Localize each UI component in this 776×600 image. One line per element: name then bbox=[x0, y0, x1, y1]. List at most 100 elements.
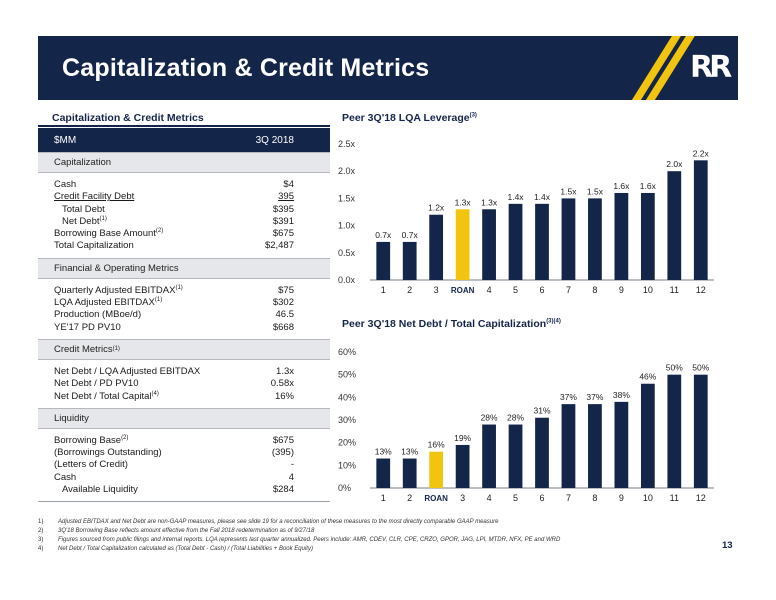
table-row: (Borrowings Outstanding) (395) bbox=[54, 447, 294, 459]
x-tick-label: ROAN bbox=[451, 286, 475, 295]
table-header: $MM 3Q 2018 bbox=[38, 128, 330, 152]
bar bbox=[640, 192, 655, 280]
header-banner: Capitalization & Credit Metrics RR bbox=[38, 36, 738, 100]
data-label: 16% bbox=[428, 440, 445, 450]
y-tick-label: 2.0x bbox=[338, 166, 356, 176]
x-tick-label: 3 bbox=[460, 493, 465, 503]
footnote: 4) Net Debt / Total Capitalization calcul… bbox=[38, 546, 313, 552]
table-title-underline bbox=[38, 125, 330, 127]
data-label: 28% bbox=[481, 413, 498, 423]
footnote: 3) Figures sourced from public filings an… bbox=[38, 537, 561, 543]
y-tick-label: 0.0x bbox=[338, 275, 356, 285]
bar bbox=[455, 444, 470, 488]
x-tick-label: 1 bbox=[381, 285, 386, 295]
y-tick-label: 30% bbox=[338, 415, 356, 425]
table-row: Total Capitalization $2,487 bbox=[54, 240, 294, 252]
data-label: 28% bbox=[507, 413, 524, 423]
bar bbox=[535, 203, 549, 280]
page-title: Capitalization & Credit Metrics bbox=[62, 54, 430, 82]
data-label: 19% bbox=[454, 433, 471, 443]
table-title: Capitalization & Credit Metrics bbox=[52, 112, 204, 124]
data-label: 37% bbox=[560, 392, 577, 402]
y-tick-label: 0% bbox=[338, 483, 351, 493]
x-tick-label: 5 bbox=[513, 285, 518, 295]
y-tick-label: 50% bbox=[338, 370, 356, 380]
table-row: Borrowing Base Amount(2) $675 bbox=[54, 228, 294, 240]
bar bbox=[455, 209, 470, 280]
data-label: 1.3x bbox=[481, 197, 498, 207]
data-label: 0.7x bbox=[375, 230, 392, 240]
y-tick-label: 0.5x bbox=[338, 248, 356, 258]
section-header-credit: Credit Metrics (1) bbox=[38, 338, 330, 360]
data-label: 31% bbox=[533, 406, 550, 416]
data-label: 0.7x bbox=[402, 230, 419, 240]
bar bbox=[402, 458, 417, 488]
table-row: Borrowing Base(2) $675 bbox=[54, 434, 294, 446]
y-tick-label: 20% bbox=[338, 438, 356, 448]
x-tick-label: ROAN bbox=[424, 494, 448, 503]
table-row: Net Debt / Total Capital(4) 16% bbox=[54, 390, 294, 402]
chart1-title: Peer 3Q'18 LQA Leverage(3) bbox=[342, 112, 477, 124]
leverage-chart: 0.0x 0.5x 1.0x 1.5x 2.0x 2.5x 0.7x 1 0.7x 2 1.2x 3 1… bbox=[338, 139, 714, 295]
data-label: 1.6x bbox=[613, 181, 630, 191]
table-row: Net Debt(1) $391 bbox=[62, 215, 294, 227]
data-label: 13% bbox=[401, 447, 418, 457]
x-tick-label: 10 bbox=[643, 285, 653, 295]
section-header-financial: Financial & Operating Metrics bbox=[38, 257, 330, 279]
bar bbox=[508, 424, 523, 488]
table-row: LQA Adjusted EBITDAX(1) $302 bbox=[54, 296, 294, 309]
table-row: Total Debt $395 bbox=[62, 203, 294, 215]
data-label: 37% bbox=[586, 392, 603, 402]
data-label: 2.0x bbox=[666, 159, 683, 169]
net-debt-cap-chart: 0% 10% 20% 30% 40% 50% 60% 13% 1 13% 2 16% ROAN 19% 3 2… bbox=[338, 347, 714, 503]
bar bbox=[402, 241, 417, 280]
x-tick-label: 4 bbox=[487, 493, 492, 503]
data-label: 1.6x bbox=[640, 181, 657, 191]
x-tick-label: 6 bbox=[539, 285, 544, 295]
x-tick-label: 3 bbox=[434, 285, 439, 295]
bar bbox=[693, 374, 708, 488]
bar bbox=[588, 198, 602, 280]
section-header-liquidity: Liquidity bbox=[38, 407, 330, 429]
y-tick-label: 1.5x bbox=[338, 193, 356, 203]
x-tick-label: 11 bbox=[670, 493, 679, 503]
footnotes: 1) Adjusted EBITDAX and Net Debt are non-… bbox=[38, 518, 698, 554]
table-row: (Letters of Credit) - bbox=[54, 459, 294, 471]
x-tick-label: 2 bbox=[407, 285, 412, 295]
table-row: YE'17 PD PV10 $668 bbox=[54, 321, 294, 333]
y-tick-label: 2.5x bbox=[338, 139, 356, 149]
x-tick-label: 5 bbox=[513, 493, 518, 503]
table-row: Cash $4 bbox=[54, 179, 294, 190]
table-row: Quarterly Adjusted EBITDAX(1) $75 bbox=[54, 284, 294, 296]
section-liquidity: Borrowing Base(2) $675 (Borrowings Outsta… bbox=[38, 429, 330, 501]
y-tick-label: 1.0x bbox=[338, 221, 356, 231]
y-tick-label: 40% bbox=[338, 392, 356, 402]
bar bbox=[561, 404, 576, 488]
data-label: 1.5x bbox=[587, 186, 604, 196]
bar bbox=[693, 160, 708, 280]
bar bbox=[667, 374, 682, 488]
bar bbox=[640, 383, 655, 488]
data-label: 38% bbox=[613, 390, 630, 400]
bar bbox=[376, 458, 391, 488]
x-tick-label: 7 bbox=[566, 285, 571, 295]
data-label: 50% bbox=[666, 363, 683, 373]
data-label: 13% bbox=[375, 447, 392, 457]
bar bbox=[588, 404, 602, 488]
section-credit: Net Debt / LQA Adjusted EBITDAX 1.3x Net … bbox=[38, 360, 330, 408]
section-header-capitalization: Capitalization bbox=[38, 152, 330, 173]
bar bbox=[667, 171, 682, 280]
x-tick-label: 6 bbox=[539, 493, 544, 503]
bar bbox=[376, 241, 391, 280]
footnote: 2) 3Q'18 Borrowing Base reflects amount e… bbox=[38, 528, 315, 534]
chart2-title: Peer 3Q'18 Net Debt / Total Capitalizati… bbox=[342, 318, 561, 330]
y-tick-label: 10% bbox=[338, 460, 356, 470]
bar bbox=[614, 401, 629, 488]
footnote: 1) Adjusted EBITDAX and Net Debt are non-… bbox=[38, 519, 499, 525]
header-col-period: 3Q 2018 bbox=[255, 134, 294, 146]
table-row: Net Debt / LQA Adjusted EBITDAX 1.3x bbox=[54, 365, 294, 377]
x-tick-label: 4 bbox=[487, 285, 492, 295]
x-tick-label: 2 bbox=[407, 493, 412, 503]
x-tick-label: 9 bbox=[619, 285, 624, 295]
x-tick-label: 12 bbox=[696, 493, 706, 503]
